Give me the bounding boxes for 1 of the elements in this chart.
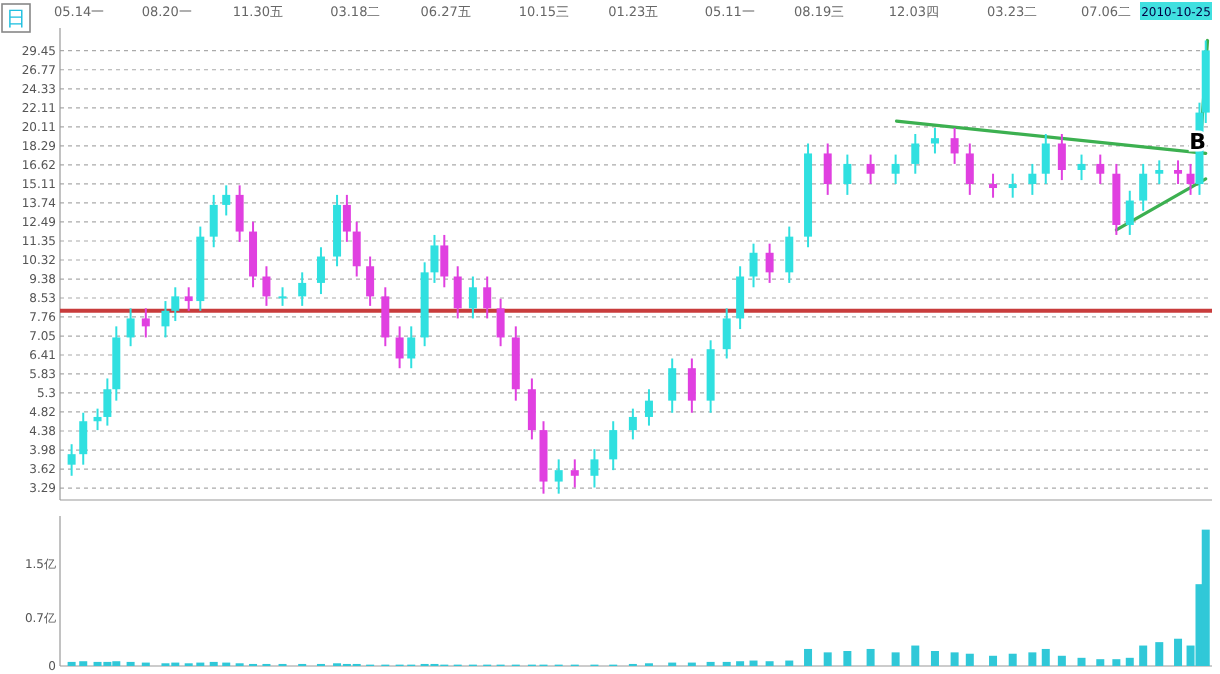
day-button: 日 [1, 3, 31, 33]
